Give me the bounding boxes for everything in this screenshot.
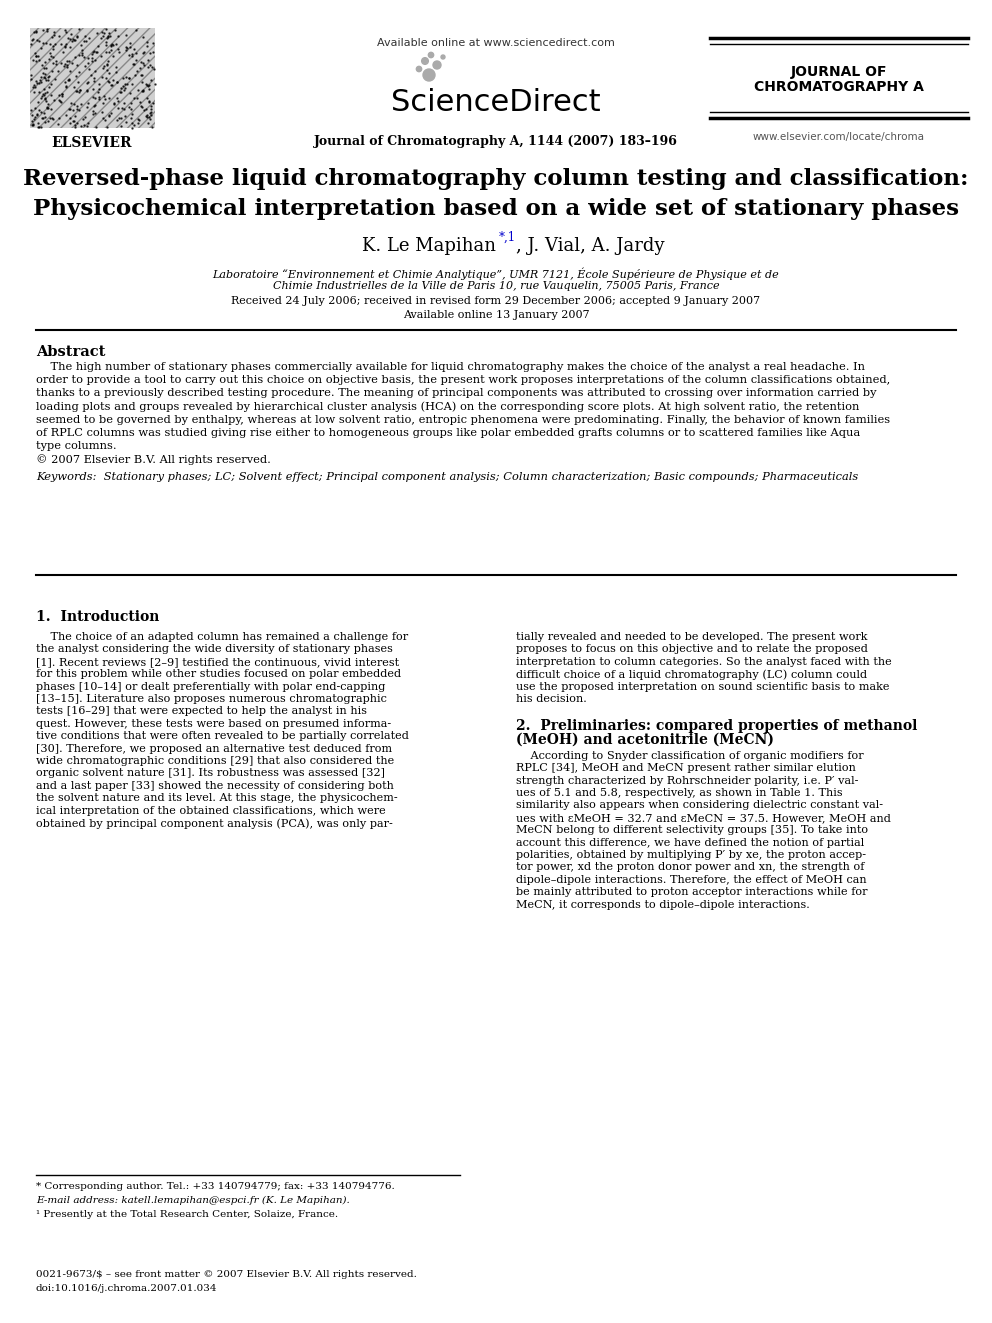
Text: ues of 5.1 and 5.8, respectively, as shown in Table 1. This: ues of 5.1 and 5.8, respectively, as sho…: [516, 789, 842, 798]
Bar: [30, 28, 155, 128]
Text: , J. Vial, A. Jardy: , J. Vial, A. Jardy: [516, 237, 665, 255]
Text: RPLC [34], MeOH and MeCN present rather similar elution: RPLC [34], MeOH and MeCN present rather …: [516, 763, 856, 773]
Text: of RPLC columns was studied giving rise either to homogeneous groups like polar : of RPLC columns was studied giving rise …: [36, 429, 860, 438]
Circle shape: [423, 69, 435, 81]
Text: The high number of stationary phases commercially available for liquid chromatog: The high number of stationary phases com…: [36, 363, 865, 372]
Text: seemed to be governed by enthalpy, whereas at low solvent ratio, entropic phenom: seemed to be governed by enthalpy, where…: [36, 415, 890, 425]
Text: obtained by principal component analysis (PCA), was only par-: obtained by principal component analysis…: [36, 818, 393, 828]
Text: [1]. Recent reviews [2–9] testified the continuous, vivid interest: [1]. Recent reviews [2–9] testified the …: [36, 656, 399, 667]
Text: 2.  Preliminaries: compared properties of methanol: 2. Preliminaries: compared properties of…: [516, 718, 918, 733]
Text: According to Snyder classification of organic modifiers for: According to Snyder classification of or…: [516, 750, 864, 761]
Text: loading plots and groups revealed by hierarchical cluster analysis (HCA) on the : loading plots and groups revealed by hie…: [36, 402, 859, 413]
Text: Available online 13 January 2007: Available online 13 January 2007: [403, 310, 589, 320]
Text: the solvent nature and its level. At this stage, the physicochem-: the solvent nature and its level. At thi…: [36, 794, 398, 803]
Text: for this problem while other studies focused on polar embedded: for this problem while other studies foc…: [36, 669, 401, 679]
Text: interpretation to column categories. So the analyst faced with the: interpretation to column categories. So …: [516, 656, 892, 667]
Text: proposes to focus on this objective and to relate the proposed: proposes to focus on this objective and …: [516, 644, 868, 655]
Text: [30]. Therefore, we proposed an alternative test deduced from: [30]. Therefore, we proposed an alternat…: [36, 744, 392, 754]
Text: E-mail address: katell.lemapihan@espci.fr (K. Le Mapihan).: E-mail address: katell.lemapihan@espci.f…: [36, 1196, 350, 1205]
Text: quest. However, these tests were based on presumed informa-: quest. However, these tests were based o…: [36, 718, 391, 729]
Text: organic solvent nature [31]. Its robustness was assessed [32]: organic solvent nature [31]. Its robustn…: [36, 769, 385, 778]
Circle shape: [417, 66, 422, 71]
Text: type columns.: type columns.: [36, 441, 117, 451]
Text: © 2007 Elsevier B.V. All rights reserved.: © 2007 Elsevier B.V. All rights reserved…: [36, 454, 271, 466]
Text: and a last paper [33] showed the necessity of considering both: and a last paper [33] showed the necessi…: [36, 781, 394, 791]
Text: polarities, obtained by multiplying P′ by xe, the proton accep-: polarities, obtained by multiplying P′ b…: [516, 849, 866, 860]
Text: 1.  Introduction: 1. Introduction: [36, 610, 160, 624]
Text: ScienceDirect: ScienceDirect: [391, 89, 601, 116]
Text: Available online at www.sciencedirect.com: Available online at www.sciencedirect.co…: [377, 38, 615, 48]
Circle shape: [441, 56, 445, 60]
Circle shape: [433, 61, 441, 69]
Text: thanks to a previously described testing procedure. The meaning of principal com: thanks to a previously described testing…: [36, 389, 877, 398]
Text: 0021-9673/$ – see front matter © 2007 Elsevier B.V. All rights reserved.: 0021-9673/$ – see front matter © 2007 El…: [36, 1270, 417, 1279]
Circle shape: [429, 53, 434, 58]
Text: CHROMATOGRAPHY A: CHROMATOGRAPHY A: [754, 79, 924, 94]
Text: tor power, xd the proton donor power and xn, the strength of: tor power, xd the proton donor power and…: [516, 863, 864, 872]
Text: The choice of an adapted column has remained a challenge for: The choice of an adapted column has rema…: [36, 632, 408, 642]
Text: www.elsevier.com/locate/chroma: www.elsevier.com/locate/chroma: [753, 132, 925, 142]
Text: ¹ Presently at the Total Research Center, Solaize, France.: ¹ Presently at the Total Research Center…: [36, 1211, 338, 1218]
Text: doi:10.1016/j.chroma.2007.01.034: doi:10.1016/j.chroma.2007.01.034: [36, 1285, 217, 1293]
Text: ical interpretation of the obtained classifications, which were: ical interpretation of the obtained clas…: [36, 806, 386, 815]
Text: account this difference, we have defined the notion of partial: account this difference, we have defined…: [516, 837, 864, 848]
Text: ues with εMeOH = 32.7 and εMeCN = 37.5. However, MeOH and: ues with εMeOH = 32.7 and εMeCN = 37.5. …: [516, 812, 891, 823]
Text: be mainly attributed to proton acceptor interactions while for: be mainly attributed to proton acceptor …: [516, 888, 867, 897]
Text: Journal of Chromatography A, 1144 (2007) 183–196: Journal of Chromatography A, 1144 (2007)…: [314, 135, 678, 148]
Text: Chimie Industrielles de la Ville de Paris 10, rue Vauquelin, 75005 Paris, France: Chimie Industrielles de la Ville de Pari…: [273, 280, 719, 291]
Text: * Corresponding author. Tel.: +33 140794779; fax: +33 140794776.: * Corresponding author. Tel.: +33 140794…: [36, 1181, 395, 1191]
Text: ELSEVIER: ELSEVIER: [52, 136, 132, 149]
Text: (MeOH) and acetonitrile (MeCN): (MeOH) and acetonitrile (MeCN): [516, 733, 774, 746]
Text: similarity also appears when considering dielectric constant val-: similarity also appears when considering…: [516, 800, 883, 811]
Text: order to provide a tool to carry out this choice on objective basis, the present: order to provide a tool to carry out thi…: [36, 376, 890, 385]
Text: K. Le Mapihan: K. Le Mapihan: [362, 237, 496, 255]
Text: tially revealed and needed to be developed. The present work: tially revealed and needed to be develop…: [516, 632, 867, 642]
Text: Received 24 July 2006; received in revised form 29 December 2006; accepted 9 Jan: Received 24 July 2006; received in revis…: [231, 296, 761, 306]
Text: tests [16–29] that were expected to help the analyst in his: tests [16–29] that were expected to help…: [36, 706, 367, 716]
Text: wide chromatographic conditions [29] that also considered the: wide chromatographic conditions [29] tha…: [36, 755, 394, 766]
Text: *,1: *,1: [499, 232, 516, 243]
Text: dipole–dipole interactions. Therefore, the effect of MeOH can: dipole–dipole interactions. Therefore, t…: [516, 875, 867, 885]
Circle shape: [422, 58, 429, 65]
Text: JOURNAL OF: JOURNAL OF: [791, 65, 887, 79]
Text: MeCN, it corresponds to dipole–dipole interactions.: MeCN, it corresponds to dipole–dipole in…: [516, 900, 809, 910]
Text: strength characterized by Rohrschneider polarity, i.e. P′ val-: strength characterized by Rohrschneider …: [516, 775, 858, 786]
Text: difficult choice of a liquid chromatography (LC) column could: difficult choice of a liquid chromatogra…: [516, 669, 867, 680]
Text: his decision.: his decision.: [516, 695, 586, 704]
Text: phases [10–14] or dealt preferentially with polar end-capping: phases [10–14] or dealt preferentially w…: [36, 681, 385, 692]
Text: Reversed-phase liquid chromatography column testing and classification:: Reversed-phase liquid chromatography col…: [23, 168, 969, 191]
Text: use the proposed interpretation on sound scientific basis to make: use the proposed interpretation on sound…: [516, 681, 890, 692]
Text: the analyst considering the wide diversity of stationary phases: the analyst considering the wide diversi…: [36, 644, 393, 655]
Text: tive conditions that were often revealed to be partially correlated: tive conditions that were often revealed…: [36, 732, 409, 741]
Text: Abstract: Abstract: [36, 345, 105, 359]
Text: Physicochemical interpretation based on a wide set of stationary phases: Physicochemical interpretation based on …: [33, 198, 959, 220]
Text: [13–15]. Literature also proposes numerous chromatographic: [13–15]. Literature also proposes numero…: [36, 695, 387, 704]
Text: Laboratoire “Environnement et Chimie Analytique”, UMR 7121, École Supérieure de : Laboratoire “Environnement et Chimie Ana…: [212, 267, 780, 279]
Text: Keywords:  Stationary phases; LC; Solvent effect; Principal component analysis; : Keywords: Stationary phases; LC; Solvent…: [36, 471, 858, 482]
Text: MeCN belong to different selectivity groups [35]. To take into: MeCN belong to different selectivity gro…: [516, 826, 868, 835]
